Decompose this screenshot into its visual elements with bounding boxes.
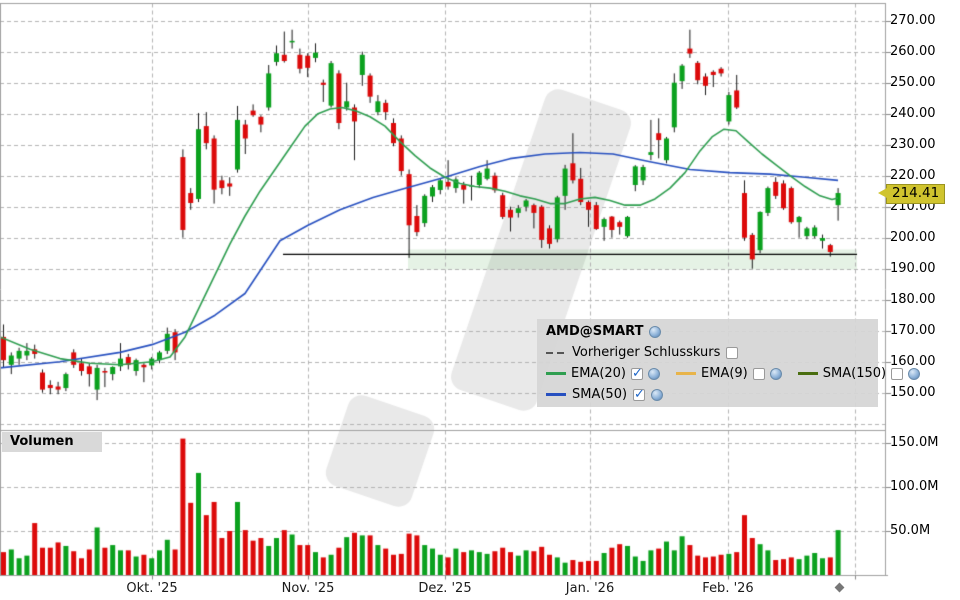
- month-label: Jan. '26: [565, 581, 615, 596]
- month-label: Okt. '25: [126, 581, 178, 596]
- volume-tick-label: 100.0M: [890, 479, 939, 494]
- sma150-group: SMA(150): [797, 366, 921, 381]
- sma150-swatch: [797, 372, 818, 375]
- last-price-tag: 214.41: [877, 184, 946, 205]
- legend-symbol-row: AMD@SMART: [546, 324, 869, 339]
- ema20-swatch: [546, 372, 566, 375]
- price-tick-label: 160.00: [890, 353, 936, 369]
- month-label: Dez. '25: [418, 581, 472, 596]
- ema20-visibility-checkbox[interactable]: [631, 366, 644, 381]
- price-tick-label: 250.00: [890, 74, 936, 90]
- sma50-label: SMA(50): [572, 387, 628, 402]
- legend-sma50-row: SMA(50): [546, 387, 869, 402]
- sma150-label: SMA(150): [822, 366, 887, 381]
- sma50-swatch: [546, 393, 566, 396]
- ema9-group: EMA(9): [676, 366, 782, 381]
- globe-icon[interactable]: [649, 325, 662, 338]
- price-tick-label: 170.00: [890, 322, 936, 338]
- volume-tick-label: 50.0M: [890, 523, 931, 538]
- ema9-visibility-checkbox[interactable]: [752, 367, 765, 380]
- prev-close-checkbox[interactable]: [726, 346, 739, 359]
- globe-icon[interactable]: [769, 367, 782, 380]
- globe-icon[interactable]: [908, 367, 921, 380]
- volume-tick-label: 150.0M: [890, 435, 939, 450]
- price-tick-label: 240.00: [890, 105, 936, 121]
- price-tick-label: 220.00: [890, 167, 936, 183]
- ema20-group: EMA(20): [546, 366, 661, 381]
- ema9-label: EMA(9): [701, 366, 748, 381]
- price-tick-label: 270.00: [890, 12, 936, 28]
- price-tick-label: 180.00: [890, 291, 936, 307]
- sma150-visibility-checkbox[interactable]: [891, 367, 904, 380]
- ema9-swatch: [676, 372, 697, 375]
- price-tick-label: 190.00: [890, 260, 936, 276]
- globe-icon[interactable]: [648, 367, 661, 380]
- ema20-label: EMA(20): [571, 366, 627, 381]
- indicator-legend: AMD@SMART Vorheriger Schlusskurs EMA(20)…: [537, 319, 921, 407]
- legend-prev-close-row: Vorheriger Schlusskurs: [546, 345, 869, 360]
- legend-indicators-row: EMA(20) EMA(9) SMA(150): [546, 366, 921, 381]
- prev-close-swatch: [546, 351, 566, 354]
- month-label: Feb. '26: [702, 581, 754, 596]
- month-label: Nov. '25: [281, 581, 335, 596]
- price-tick-label: 260.00: [890, 43, 936, 59]
- volume-panel-label: Volumen: [2, 432, 102, 452]
- legend-symbol: AMD@SMART: [546, 324, 644, 339]
- prev-close-label: Vorheriger Schlusskurs: [572, 345, 721, 360]
- price-tick-label: 200.00: [890, 229, 936, 245]
- price-tick-label: 150.00: [890, 384, 936, 400]
- globe-icon[interactable]: [651, 388, 664, 401]
- sma50-visibility-checkbox[interactable]: [633, 387, 646, 402]
- price-tick-label: 230.00: [890, 136, 936, 152]
